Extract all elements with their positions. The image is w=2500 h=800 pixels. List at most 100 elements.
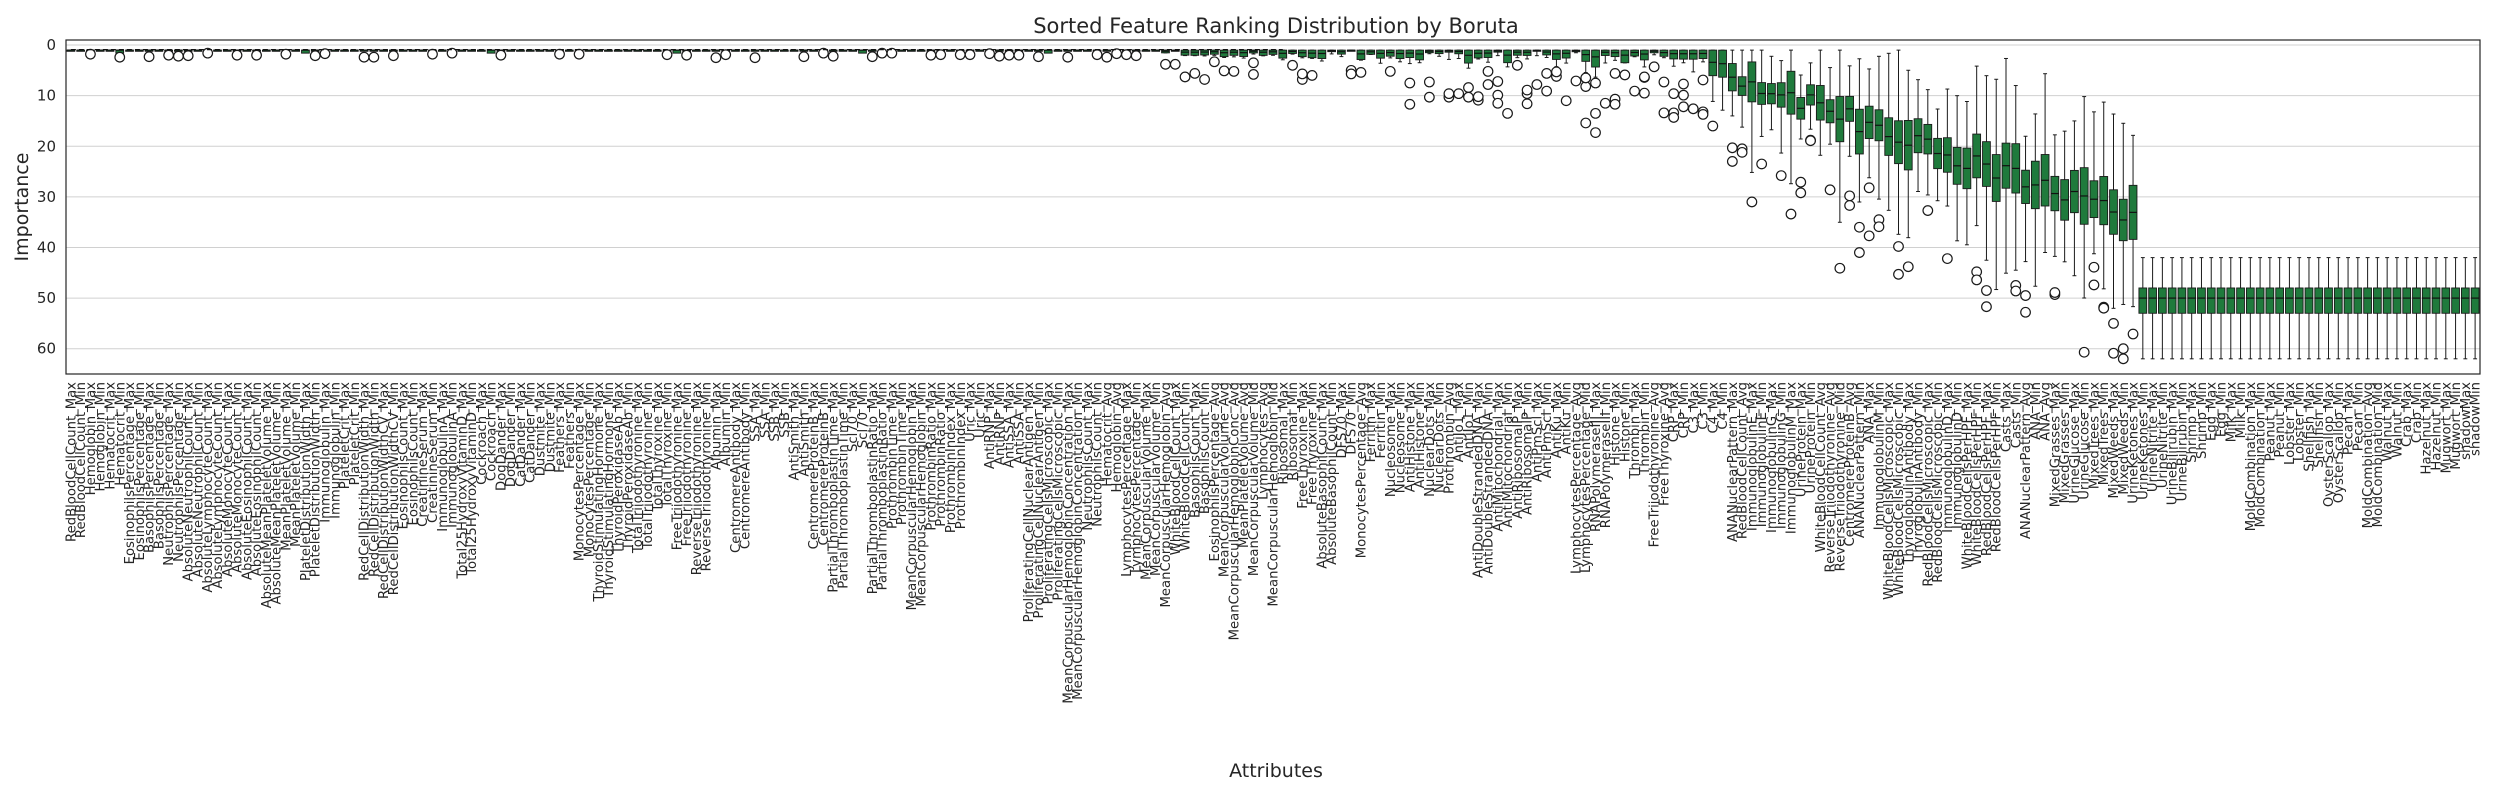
box — [2421, 287, 2431, 314]
x-tick-label: Hematocrit_Min — [113, 382, 128, 486]
box — [2158, 287, 2167, 314]
x-tick-label: AntiRNP_Min — [993, 382, 1008, 465]
x-tick-label: LymphocytesPercentage_Mid — [1579, 382, 1594, 573]
outlier-point — [1580, 117, 1592, 129]
outlier-point — [1423, 76, 1435, 88]
outlier-point — [1169, 58, 1181, 70]
x-tick-label: WhiteBloodCellsPerHPF_Max — [1960, 382, 1975, 570]
outlier-point — [231, 49, 243, 61]
box-plot — [2441, 257, 2451, 360]
outlier-point — [1541, 67, 1553, 79]
box — [2382, 287, 2392, 314]
box-plot — [163, 49, 175, 61]
box-plot — [1726, 49, 1738, 167]
x-tick-label: BasophilsCount_Max — [1188, 382, 1203, 518]
box-plot — [1971, 65, 1983, 286]
outlier-point — [1296, 68, 1308, 80]
outlier-point — [1863, 230, 1875, 242]
outlier-point — [1248, 57, 1259, 69]
x-tick-label: ThyroglobulinAntibody_Max — [1902, 382, 1917, 566]
box — [1561, 49, 1571, 59]
box-plot — [2363, 257, 2372, 360]
outlier-point — [1160, 58, 1171, 70]
box — [1591, 49, 1600, 68]
box-plot — [2460, 257, 2470, 360]
box-plot — [114, 49, 126, 63]
box-plot — [1287, 49, 1298, 71]
x-tick-label: AbsoluteNeutrophilCount_Min — [191, 382, 206, 578]
x-tick-label: MeanPlateletVolume_Min — [289, 382, 304, 547]
x-tick-label: NuclearDots_Min — [1433, 382, 1448, 493]
x-tick-label: Hemoglobin_Avg — [1110, 382, 1125, 492]
outlier-point — [368, 51, 380, 63]
box — [1395, 49, 1405, 60]
x-tick-label: FreeTriiodothyronine_Avg — [1648, 382, 1663, 547]
outlier-point — [1971, 274, 1983, 286]
x-tick-label: TotalTriiodothyronine_Max — [631, 382, 646, 554]
box — [1405, 49, 1415, 59]
box — [2197, 287, 2206, 314]
x-tick-label: Milk_Min — [2234, 382, 2249, 438]
outlier-point — [661, 49, 673, 61]
box-plot — [2070, 120, 2079, 277]
outlier-point — [1521, 98, 1533, 110]
outlier-point — [1775, 170, 1787, 182]
box-plot — [301, 49, 310, 54]
x-tick-label: ReverseTriiodothyronine_Mid — [1833, 382, 1848, 571]
x-tick-label: Walnut_Min — [2390, 382, 2405, 458]
box-plot — [105, 49, 115, 52]
box-plot — [1482, 49, 1494, 90]
x-tick-label: Crab_Max — [2400, 382, 2415, 447]
box-plot — [1834, 49, 1846, 274]
outlier-point — [1463, 91, 1474, 103]
box-plot — [319, 48, 331, 60]
box — [2177, 287, 2187, 314]
outlier-point — [1384, 65, 1396, 77]
x-tick-label: MoldCombination_Min — [2254, 382, 2269, 527]
box-plot — [1884, 52, 1894, 211]
outlier-point — [1678, 78, 1689, 90]
box-plot — [2421, 257, 2431, 360]
x-tick-label: ImmunoglobulinE_Max — [1745, 382, 1760, 531]
box-plot — [2148, 257, 2157, 360]
x-tick-label: Cockroach_Min — [485, 382, 500, 481]
box — [2353, 287, 2363, 314]
box-plot — [633, 49, 643, 52]
box-plot — [1815, 49, 1825, 156]
outlier-point — [1893, 241, 1904, 252]
box-plot — [692, 49, 701, 52]
outlier-point — [1404, 77, 1416, 89]
box — [2138, 287, 2148, 314]
box-plot — [1590, 49, 1601, 139]
x-tick-label: Hazelnut_Max — [2420, 382, 2435, 475]
box-plot — [2206, 257, 2216, 360]
box-plot — [1151, 49, 1161, 52]
x-tick-label: MeanPlateletVolume_Avg — [1237, 382, 1252, 548]
box — [2285, 287, 2294, 314]
x-tick-label: UrineProtein_Min — [1804, 382, 1819, 493]
outlier-point — [1570, 75, 1582, 87]
outlier-point — [1668, 112, 1680, 123]
outlier-point — [1599, 97, 1611, 109]
box-plot — [1434, 49, 1444, 57]
x-tick-label: NeutrophilsPercentage_Max — [162, 382, 177, 566]
x-axis-label: Attributes — [1229, 760, 1323, 782]
box-plot — [516, 49, 525, 52]
box-plot — [1228, 49, 1240, 77]
x-tick-label: UrineGlucose_Min — [2078, 382, 2093, 500]
x-tick-label: Shrimp_Min — [2195, 382, 2210, 459]
box-plot — [1863, 68, 1875, 242]
box — [1473, 49, 1483, 59]
outlier-point — [1492, 97, 1504, 109]
y-tick-label: 30 — [37, 188, 56, 206]
box-plot — [231, 49, 243, 61]
box-plot — [446, 47, 458, 59]
box-plot — [1141, 49, 1151, 52]
box-plot — [2030, 113, 2040, 287]
box — [1698, 49, 1708, 59]
x-tick-label: CentromereProteinB_Max — [807, 382, 822, 550]
outlier-point — [681, 49, 693, 61]
x-tick-label: ProthrombinTime_Min — [895, 382, 910, 525]
outlier-point — [964, 49, 976, 61]
x-tick-label: shadowMax — [2459, 382, 2474, 460]
